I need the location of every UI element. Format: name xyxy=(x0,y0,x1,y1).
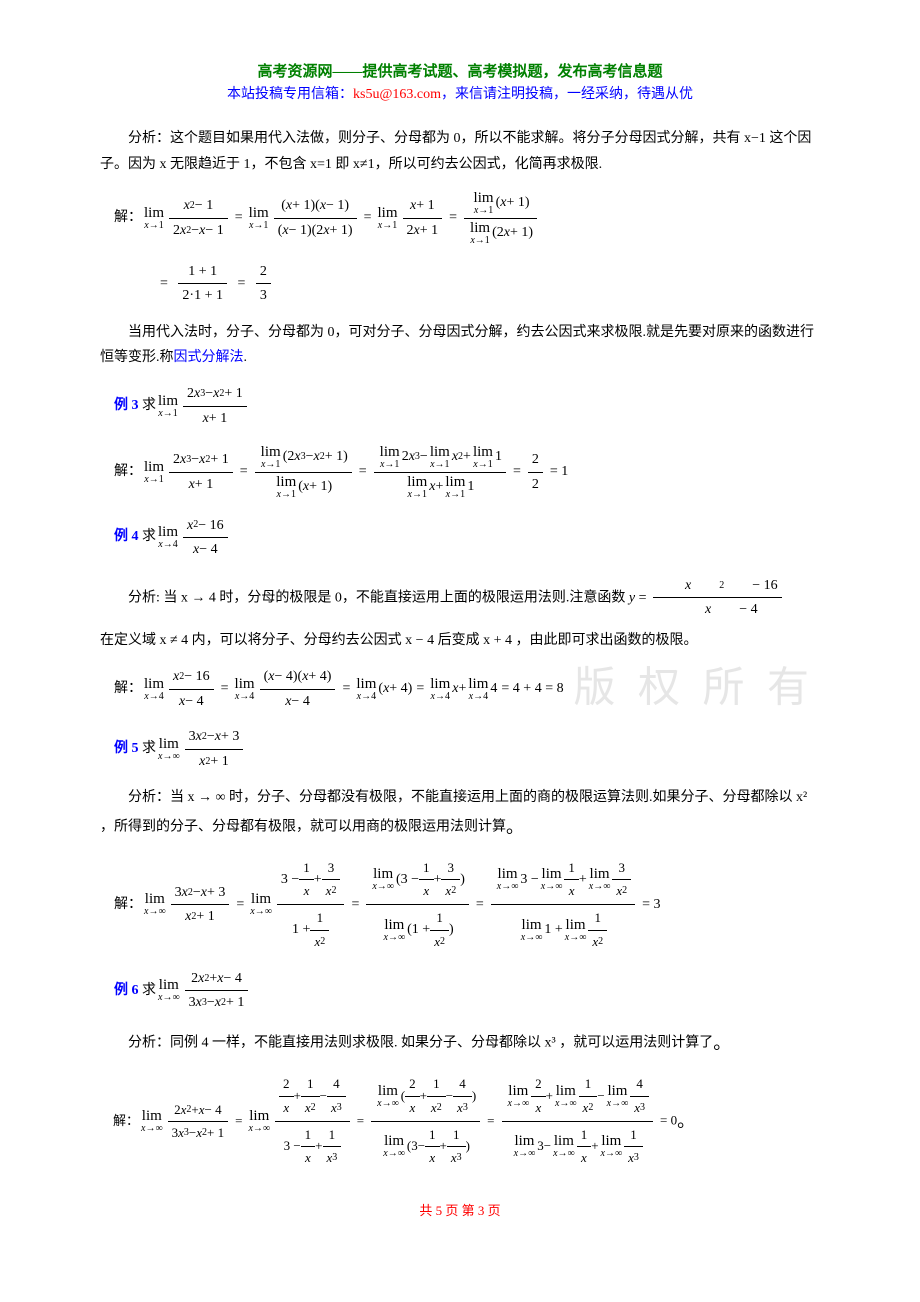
header-subtitle: 本站投稿专用信箱：ks5u@163.com，来信请注明投稿，一经采纳，待遇从优 xyxy=(100,84,820,106)
formula-1: 解： limx→1 x2 − 1 2x2 − x − 1 = limx→1 (x… xyxy=(100,189,820,248)
example-3-solution: 解： limx→1 2x3 − x2 + 1 x + 1 = limx→1(2x… xyxy=(100,443,820,502)
example-5-analysis: 分析：当 x → ∞ 时，分子、分母都没有极限，不能直接运用上面的商的极限运算法… xyxy=(100,785,820,843)
example-3-label: 例 3 xyxy=(114,395,139,417)
header-title: 高考资源网——提供高考试题、高考模拟题，发布高考信息题 xyxy=(100,60,820,84)
method-name: 因式分解法 xyxy=(174,350,244,365)
analysis-paragraph-1: 分析：这个题目如果用代入法做，则分子、分母都为 0，所以不能求解。将分子分母因式… xyxy=(100,126,820,176)
example-6-header: 例 6 求 limx→∞ 2x2 + x − 4 3x3 − x2 + 1 xyxy=(100,967,820,1015)
example-5-label: 例 5 xyxy=(114,738,139,760)
example-5-header: 例 5 求 limx→∞ 3x2 − x + 3 x2 + 1 xyxy=(100,725,820,773)
solve-label: 解： xyxy=(114,207,142,229)
formula-1-cont: = 1 + 1 2·1 + 1 = 2 3 xyxy=(100,260,820,308)
example-4-solution: 解： limx→4 x2 − 16 x − 4 = limx→4 (x − 4)… xyxy=(100,665,820,713)
example-4-analysis: 分析: 当 x → 4 时，分母的极限是 0，不能直接运用上面的极限运用法则.注… xyxy=(100,574,820,622)
explanation-1: 当用代入法时，分子、分母都为 0，可对分子、分母因式分解，约去公因式来求极限.就… xyxy=(100,320,820,370)
email-link[interactable]: ks5u@163.com xyxy=(353,87,441,102)
example-4-header: 例 4 求 limx→4 x2 − 16 x − 4 xyxy=(100,514,820,562)
example-4-label: 例 4 xyxy=(114,526,139,548)
example-5-solution: 解： limx→∞ 3x2 − x + 3 x2 + 1 = limx→∞ 3 … xyxy=(100,855,820,955)
example-6-analysis: 分析：同例 4 一样，不能直接用法则求极限. 如果分子、分母都除以 x³ ，就可… xyxy=(100,1027,820,1059)
example-4-analysis-2: 在定义域 x ≠ 4 内，可以将分子、分母约去公因式 x − 4 后变成 x +… xyxy=(100,628,820,653)
example-6-solution: 解： limx→∞ 2x2 + x − 4 3x3 − x2 + 1 = lim… xyxy=(100,1071,820,1171)
example-6-label: 例 6 xyxy=(114,980,139,1002)
page-header: 高考资源网——提供高考试题、高考模拟题，发布高考信息题 本站投稿专用信箱：ks5… xyxy=(100,60,820,106)
page-footer: 共 5 页 第 3 页 xyxy=(100,1201,820,1222)
example-3-header: 例 3 求 limx→1 2x3 − x2 + 1 x + 1 xyxy=(100,382,820,430)
